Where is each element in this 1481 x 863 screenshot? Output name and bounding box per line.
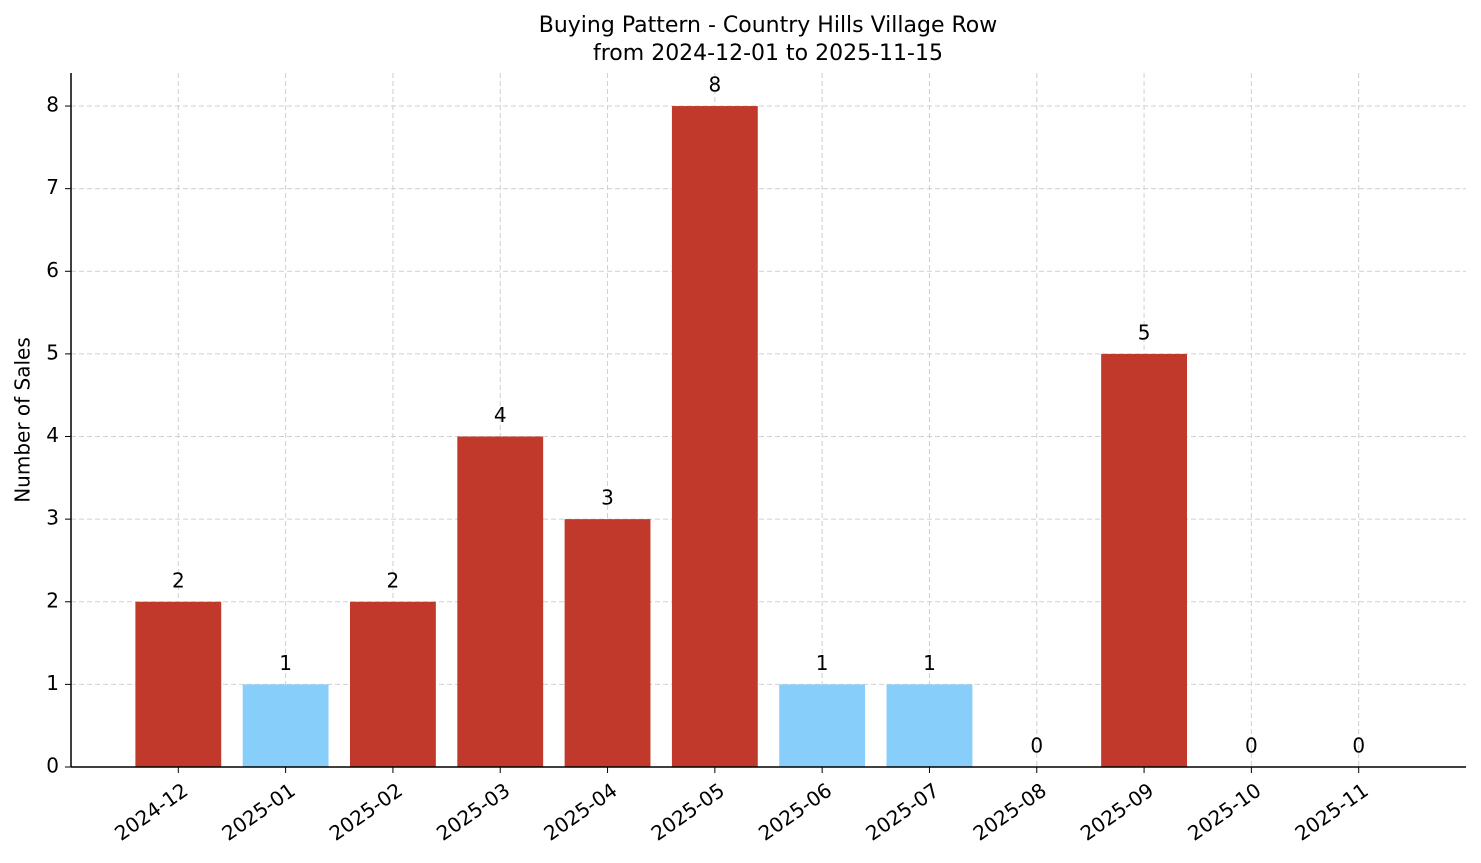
value-label: 0 [1030, 734, 1043, 758]
bar [242, 684, 329, 767]
x-tick-label: 2025-01 [217, 778, 299, 846]
chart-title: Buying Pattern - Country Hills Village R… [539, 13, 998, 38]
y-tick-label: 0 [46, 754, 59, 778]
value-label: 1 [816, 651, 829, 675]
x-tick-label: 2025-03 [432, 778, 514, 846]
value-label: 3 [601, 486, 614, 510]
y-tick-label: 5 [46, 340, 59, 364]
y-tick-label: 2 [46, 588, 59, 612]
x-tick-label: 2025-07 [861, 778, 943, 846]
value-label: 8 [708, 73, 721, 97]
bar [886, 684, 973, 767]
y-tick-label: 8 [46, 93, 59, 117]
x-tick-label: 2025-04 [539, 778, 621, 846]
x-tick-label: 2025-09 [1076, 778, 1158, 846]
x-tick-label: 2025-06 [754, 778, 836, 846]
y-tick-label: 3 [46, 506, 59, 530]
bar [457, 436, 544, 767]
bar [1101, 353, 1187, 767]
bar [779, 684, 866, 767]
y-axis-label: Number of Sales [11, 337, 35, 503]
y-tick-label: 4 [46, 423, 59, 447]
value-label: 5 [1138, 320, 1151, 344]
x-tick-label: 2025-10 [1183, 778, 1265, 846]
y-tick-label: 7 [46, 175, 59, 199]
bar [135, 601, 222, 767]
value-label: 0 [1245, 734, 1258, 758]
value-label: 4 [494, 403, 507, 427]
value-label: 1 [279, 651, 292, 675]
value-label: 2 [172, 568, 185, 592]
value-label: 1 [923, 651, 936, 675]
y-tick-label: 1 [46, 671, 59, 695]
x-tick-label: 2025-02 [325, 778, 407, 846]
y-tick-label: 6 [46, 258, 59, 282]
value-label: 0 [1352, 734, 1365, 758]
value-label: 2 [387, 568, 400, 592]
x-tick-label: 2025-11 [1290, 778, 1372, 846]
bar [671, 106, 758, 768]
x-tick-label: 2024-12 [110, 778, 192, 846]
x-tick-label: 2025-08 [969, 778, 1051, 846]
bar [350, 601, 436, 767]
x-tick-label: 2025-05 [647, 778, 729, 846]
bar [564, 519, 651, 767]
chart-subtitle: from 2024-12-01 to 2025-11-15 [593, 41, 943, 66]
